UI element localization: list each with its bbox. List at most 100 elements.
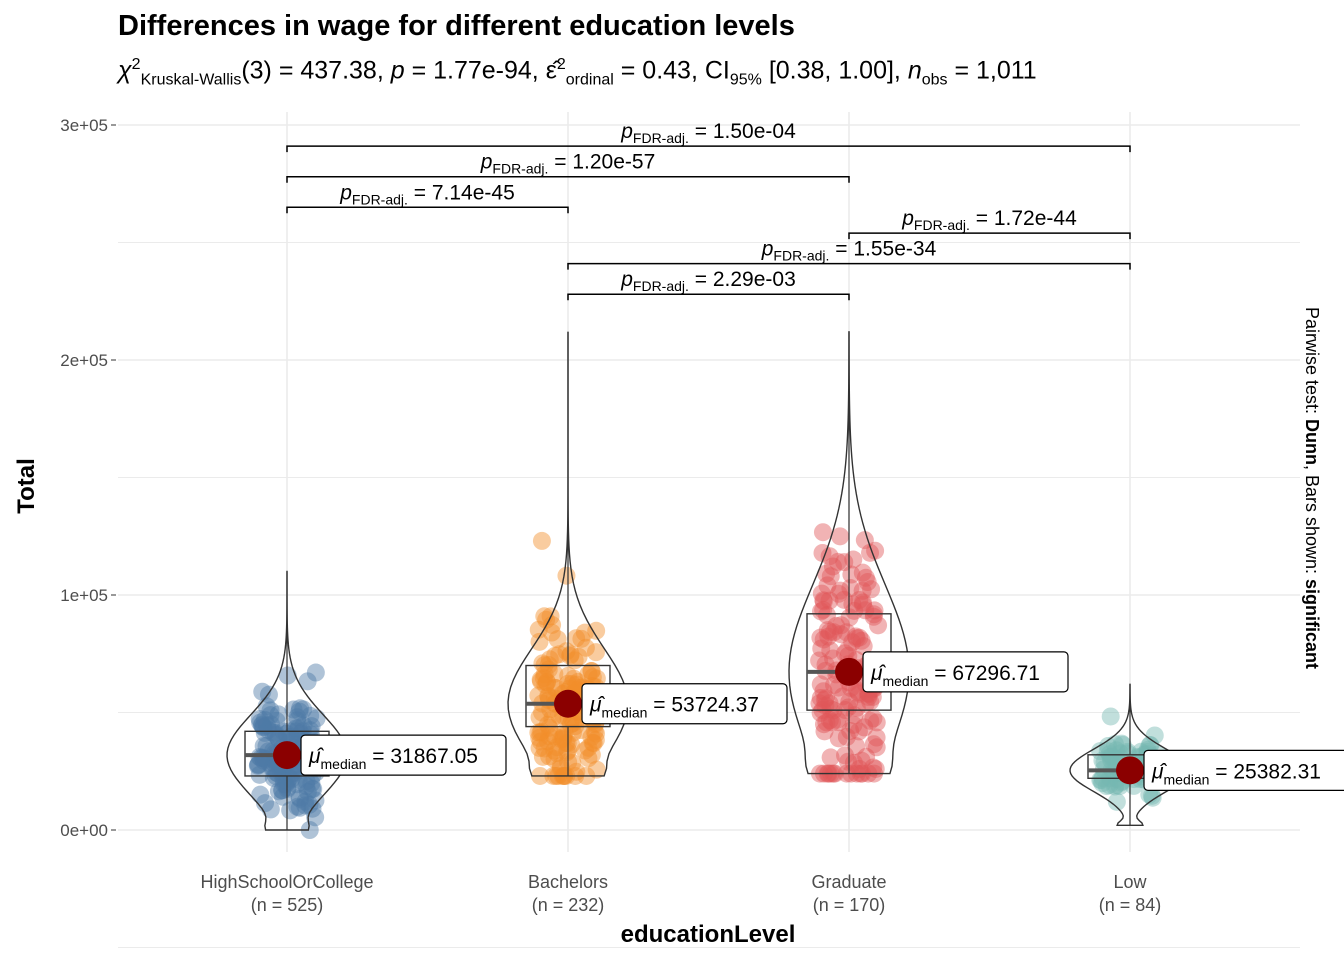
right-caption-part: significant xyxy=(1302,579,1322,669)
bracket-p: p xyxy=(620,120,633,143)
median-label-mu: μ̂ xyxy=(589,694,606,717)
data-point xyxy=(258,716,277,735)
median-label-value: = 31867.05 xyxy=(366,745,478,768)
data-point xyxy=(551,759,570,778)
data-point xyxy=(862,580,881,599)
data-point xyxy=(297,772,316,791)
data-point xyxy=(276,775,295,794)
data-point xyxy=(820,622,839,641)
median-point xyxy=(273,741,301,770)
median-point xyxy=(835,657,863,686)
bracket-value: = 1.72e-44 xyxy=(970,207,1077,230)
data-point xyxy=(832,616,851,635)
bracket-value: = 2.29e-03 xyxy=(689,268,796,291)
data-point xyxy=(841,579,860,598)
data-point xyxy=(579,738,598,757)
data-point xyxy=(1091,770,1110,789)
y-tick-label: 0e+00 xyxy=(60,821,108,840)
data-point xyxy=(867,728,886,747)
data-point xyxy=(538,732,557,751)
right-caption-part: , Bars shown: xyxy=(1302,465,1322,579)
data-point xyxy=(864,709,883,728)
bracket-line xyxy=(286,206,569,214)
data-point xyxy=(864,758,883,777)
data-point xyxy=(833,687,852,706)
median-label-value: = 67296.71 xyxy=(928,662,1040,685)
data-point xyxy=(259,720,278,739)
bracket-label: pFDR-adj. = 2.29e-03 xyxy=(620,268,796,294)
y-tick-label: 3e+05 xyxy=(60,116,108,135)
data-point xyxy=(542,623,561,642)
data-point xyxy=(811,703,830,722)
data-point xyxy=(291,699,310,718)
data-point xyxy=(583,733,602,752)
data-point xyxy=(576,741,595,760)
data-point xyxy=(854,637,873,656)
data-point xyxy=(1100,776,1119,795)
data-point xyxy=(269,705,288,724)
data-point xyxy=(561,645,580,664)
group-Low: μ̂median = 25382.31 xyxy=(1069,683,1344,826)
data-point xyxy=(811,688,830,707)
data-point xyxy=(843,633,862,652)
pairwise-bracket: pFDR-adj. = 1.55e-34 xyxy=(567,238,1131,270)
median-label: μ̂median = 25382.31 xyxy=(1151,760,1321,787)
median-label-mu: μ̂ xyxy=(870,662,887,685)
data-point xyxy=(540,650,559,669)
data-point xyxy=(558,674,577,693)
chi-symbol: χ xyxy=(118,56,132,85)
data-point xyxy=(821,748,840,767)
data-point xyxy=(817,713,836,732)
data-point xyxy=(561,646,580,665)
median-label-box xyxy=(581,683,788,725)
right-caption-part: Pairwise test: xyxy=(1302,307,1322,419)
data-point xyxy=(530,738,549,757)
data-point xyxy=(253,715,272,734)
data-point xyxy=(582,662,601,681)
data-point xyxy=(1101,707,1120,726)
data-point xyxy=(561,715,580,734)
median-label-box xyxy=(1143,749,1344,791)
data-point xyxy=(828,710,847,729)
data-point xyxy=(867,713,886,732)
data-point xyxy=(824,623,843,642)
data-point xyxy=(843,595,862,614)
data-point xyxy=(855,718,874,737)
data-point xyxy=(284,700,303,719)
right-caption-part: Dunn xyxy=(1302,419,1322,465)
data-point xyxy=(264,768,283,787)
data-point xyxy=(582,745,601,764)
data-point xyxy=(586,724,605,743)
data-point xyxy=(864,607,883,626)
bracket-p: p xyxy=(901,207,914,230)
data-point xyxy=(847,698,866,717)
median-label: μ̂median = 53724.37 xyxy=(589,694,759,721)
median-point xyxy=(1116,756,1144,785)
data-point xyxy=(853,595,872,614)
data-point xyxy=(815,690,834,709)
data-point xyxy=(1102,751,1121,770)
bracket-sub: FDR-adj. xyxy=(773,248,829,264)
data-point xyxy=(812,639,831,658)
data-point xyxy=(262,715,281,734)
data-point xyxy=(829,729,848,748)
data-point xyxy=(847,681,866,700)
data-point xyxy=(248,756,267,775)
bracket-line xyxy=(286,175,850,183)
data-point xyxy=(533,703,552,722)
data-point xyxy=(861,711,880,730)
bracket-value: = 1.50e-04 xyxy=(689,120,796,143)
data-point xyxy=(821,641,840,660)
data-point xyxy=(839,752,858,771)
chart-subtitle: χ2Kruskal-Wallis(3) = 437.38, p = 1.77e-… xyxy=(118,56,1037,89)
data-point xyxy=(817,606,836,625)
median-label-sub: median xyxy=(883,673,929,689)
data-point xyxy=(587,760,606,779)
data-point xyxy=(584,734,603,753)
data-point xyxy=(551,757,570,776)
data-point xyxy=(287,775,306,794)
data-point xyxy=(579,665,598,684)
data-point xyxy=(819,627,838,646)
data-point xyxy=(567,675,586,694)
median-label-value: = 53724.37 xyxy=(647,694,759,717)
